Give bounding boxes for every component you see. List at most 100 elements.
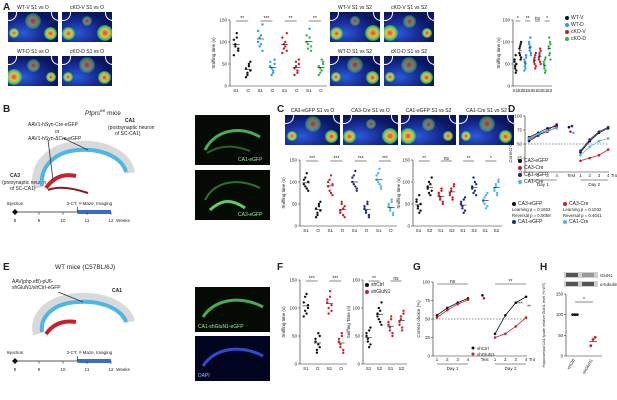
data-point <box>247 62 251 66</box>
y-tick-label: 150 <box>219 18 227 23</box>
data-point <box>326 180 330 184</box>
sig-label: * <box>546 16 548 22</box>
data-point <box>495 191 499 195</box>
y-tick-label: 0 <box>357 362 360 367</box>
data-point <box>391 334 394 338</box>
virus-e-1: AAV(php.eB)-pU6- <box>12 279 54 285</box>
data-point <box>354 169 357 173</box>
heatmap-ca3-egfp-s1-o-label: CA3-eGFP S1 vs O <box>290 108 335 114</box>
y-tick-label: 100 <box>289 180 297 185</box>
y-tick-label: 100 <box>514 114 522 119</box>
x-tick-label: S1 <box>327 366 333 371</box>
data-point <box>597 139 601 143</box>
data-point <box>400 326 404 329</box>
x-tick-label: S1 <box>460 228 466 233</box>
data-point <box>259 34 263 37</box>
timeline-tick-label: 8 <box>14 218 17 223</box>
data-point <box>542 62 546 66</box>
data-point <box>524 67 527 70</box>
y-tick-label: 150 <box>289 278 297 283</box>
panel-label-g: G <box>413 262 421 273</box>
y-tick-label: 75 <box>425 298 431 303</box>
data-point <box>297 62 301 66</box>
data-point <box>399 315 403 318</box>
virus-dcre: AAV1-hSyn-ΔCre-eGFP <box>28 136 82 142</box>
legend-entry: CA3-Cre <box>518 165 548 172</box>
data-point <box>232 38 236 41</box>
data-point <box>534 54 537 57</box>
data-point <box>351 176 354 179</box>
data-point <box>364 209 368 212</box>
data-point <box>376 312 379 315</box>
data-point <box>462 198 465 201</box>
data-point <box>321 62 325 66</box>
data-point <box>452 185 456 188</box>
data-point <box>369 343 372 346</box>
data-point <box>340 334 344 338</box>
data-point <box>294 65 298 68</box>
data-point <box>538 47 542 50</box>
legend-label: CA3-Cre <box>569 201 589 207</box>
data-point <box>518 51 521 55</box>
data-point <box>308 36 311 39</box>
legend-marker <box>565 15 569 20</box>
sig-label: ** <box>527 305 531 311</box>
panel-h-western-chart: GluN1 α-tubulin 0 50 100 150 Hippocampal CA1 l… <box>542 272 617 375</box>
data-point <box>387 323 390 326</box>
data-point <box>235 32 238 35</box>
data-point <box>234 45 237 48</box>
timeline-tick-label: 9 <box>38 367 41 372</box>
heatmap-wt-v-s1-s2-label: WT-V S1 vs S2 <box>338 5 372 11</box>
data-point <box>527 139 531 143</box>
data-point <box>524 56 528 59</box>
sig-label: ** <box>372 276 376 282</box>
sig-label: ns <box>450 279 456 285</box>
data-point <box>314 207 318 210</box>
legend-label: shCtrl <box>371 282 385 288</box>
heatmap-wt-v-s1-o <box>8 12 58 42</box>
legend-marker <box>565 29 569 34</box>
day2-label: Day 2 <box>588 182 600 187</box>
panel-f-sniffing-chart-right: 0 50 100 150 Sniffing Time (s) S1 S2 ** S1 S2 ns <box>346 276 407 371</box>
data-point <box>379 187 383 190</box>
x-tick-label: 4 <box>467 357 470 362</box>
data-point <box>523 69 526 72</box>
virus-cre: AAV1-hSyn-Cre-eGFP <box>28 122 78 128</box>
heatmap-cko-v-s1-o-label: cKO-V S1 vs O <box>70 5 104 11</box>
data-point <box>281 51 284 55</box>
panel-label-a: A <box>3 2 11 13</box>
data-point <box>446 308 449 312</box>
x-tick-label: 2 <box>446 357 449 362</box>
data-point <box>302 178 306 181</box>
data-point <box>331 194 334 197</box>
legend-label: CA3-Cre <box>524 165 544 171</box>
data-point <box>367 329 371 332</box>
sig-label: *** <box>332 276 338 282</box>
data-point <box>533 62 536 66</box>
sig-label: ** <box>313 16 317 22</box>
data-point <box>470 187 474 190</box>
data-point <box>569 130 572 133</box>
data-point <box>548 40 552 44</box>
legend-marker <box>518 165 522 170</box>
x-tick-label: 3 <box>546 173 549 178</box>
data-point <box>529 51 533 55</box>
data-point <box>302 315 305 318</box>
data-point <box>320 58 323 61</box>
legend-marker <box>512 201 516 206</box>
x-tick-label: shCtrl <box>566 358 576 370</box>
stats-text: Learning p = 0.1032 <box>563 207 602 212</box>
data-point <box>318 334 321 338</box>
timeline-tick-label: 10 <box>60 367 66 372</box>
ca1-egfp-caption: CA1-eGFP <box>238 157 263 163</box>
sig-label: *** <box>358 156 364 162</box>
ca1-egfp-image <box>195 115 270 165</box>
legend-entry: CA1-Cre <box>563 219 614 226</box>
x-tick-label: S2 <box>427 228 433 233</box>
data-point <box>427 180 431 184</box>
data-point <box>427 191 431 195</box>
blot-band <box>582 273 594 277</box>
data-point <box>306 306 310 310</box>
data-point <box>391 211 395 214</box>
data-point <box>513 65 517 68</box>
